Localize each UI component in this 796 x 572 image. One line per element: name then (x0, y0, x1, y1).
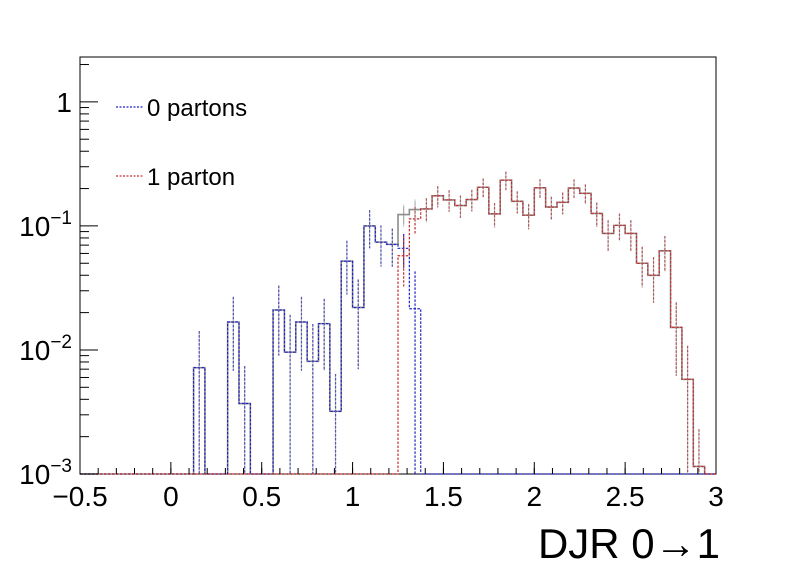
histogram-layer (80, 171, 716, 475)
x-axis-label: DJR 0→1 (538, 520, 720, 567)
legend-label-0-partons: 0 partons (147, 95, 247, 122)
y-tick-label: 10−2 (19, 332, 72, 366)
x-tick-label: 1.5 (424, 481, 463, 512)
y-tick-label: 1 (56, 87, 72, 118)
x-tick-label: −0.5 (52, 481, 107, 512)
series-line-1-parton (80, 179, 716, 475)
y-tick-label: 10−3 (19, 456, 72, 490)
legend: 0 partons 1 parton (116, 95, 247, 191)
x-tick-label: 0 (163, 481, 179, 512)
axis-layer: −0.5 0 0.5 1 1.5 2 2.5 3 10−3 10−2 10−1 1 (19, 64, 724, 512)
x-tick-label: 2 (526, 481, 542, 512)
x-tick-label: 0.5 (242, 481, 281, 512)
x-tick-label: 2.5 (606, 481, 645, 512)
legend-label-1-parton: 1 parton (147, 164, 235, 191)
x-tick-label: 1 (345, 481, 361, 512)
x-tick-label: 3 (708, 481, 724, 512)
y-tick-label: 10−1 (19, 208, 72, 242)
